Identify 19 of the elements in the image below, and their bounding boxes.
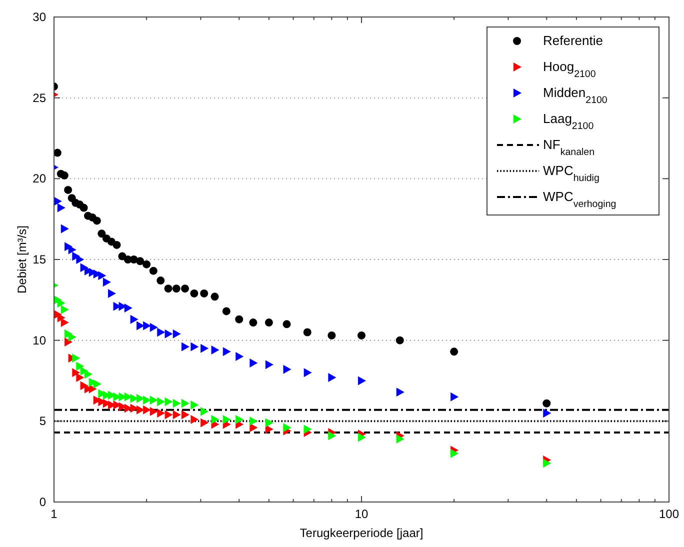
legend-label: Midden$_{2100}$ [543,85,608,106]
legend-label: WPC$_{huidig}$ [543,163,600,184]
y-tick-label: 0 [39,495,46,509]
legend-label: Referentie [543,33,603,48]
y-tick-label: 25 [32,90,46,105]
y-tick-label: 30 [32,10,46,24]
legend-label: WPC$_{verhoging}$ [543,189,616,210]
x-tick-label: 100 [658,507,680,521]
y-tick-label: 20 [32,172,46,186]
x-tick-label: 10 [354,507,368,521]
legend-label: Laag$_{2100}$ [543,111,594,132]
legend-label: NF$_{kanalen}$ [543,137,594,158]
y-tick-label: 15 [32,252,46,266]
y-tick-label: 5 [39,414,46,428]
x-axis-title: Terugkeerperiode [jaar] [300,526,424,540]
y-tick-label: 10 [32,333,46,348]
y-axis-title: Debiet [m³/s] [15,225,29,294]
x-tick-label: 1 [50,507,58,521]
legend-label: Hoog$_{2100}$ [543,59,596,80]
